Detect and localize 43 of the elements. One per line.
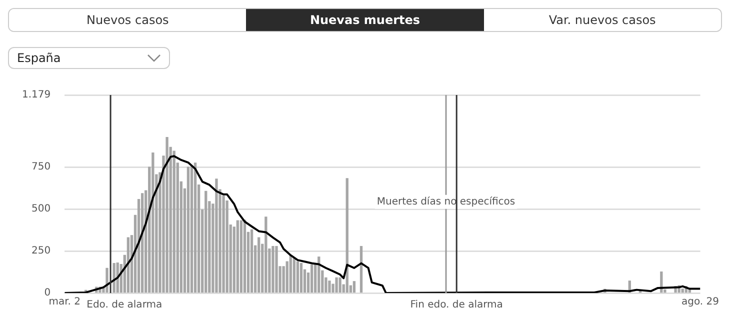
bar bbox=[172, 150, 176, 293]
bar bbox=[166, 136, 168, 293]
x-tick-label: ago. 29 bbox=[682, 296, 719, 308]
text: España bbox=[17, 51, 61, 65]
bar bbox=[335, 277, 338, 293]
bar bbox=[186, 166, 190, 293]
bar bbox=[289, 256, 292, 293]
y-tick-label: 1.179 bbox=[22, 90, 51, 101]
x-tick-label: mar. 2 bbox=[48, 296, 81, 308]
bar bbox=[112, 262, 116, 293]
bar bbox=[106, 268, 108, 293]
bar bbox=[194, 162, 197, 293]
text: Var. nuevos casos bbox=[484, 9, 721, 31]
text: Nuevos casos bbox=[9, 9, 246, 31]
bar bbox=[310, 264, 314, 293]
bar bbox=[328, 280, 331, 293]
text: Nuevas muertes bbox=[246, 9, 484, 31]
y-tick-label: 0 bbox=[44, 288, 51, 299]
bar bbox=[264, 216, 268, 293]
bar bbox=[352, 281, 356, 293]
bar bbox=[243, 220, 246, 293]
bar bbox=[190, 166, 194, 293]
bar bbox=[272, 246, 274, 293]
bar bbox=[236, 220, 239, 293]
bar bbox=[215, 178, 218, 293]
y-tick-label: 750 bbox=[32, 162, 51, 173]
bar bbox=[204, 190, 208, 293]
y-tick-label: 250 bbox=[32, 246, 51, 257]
bar bbox=[275, 246, 278, 293]
bar bbox=[240, 220, 243, 293]
bar bbox=[346, 178, 348, 293]
ref-line-label: Muertes días no específicos bbox=[376, 196, 516, 208]
bar bbox=[250, 229, 254, 293]
bar bbox=[681, 288, 684, 293]
bar bbox=[296, 261, 300, 293]
ref-line-label: Edo. de alarma bbox=[86, 300, 162, 311]
bar bbox=[292, 258, 296, 293]
ref-line-label: Fin edo. de alarma bbox=[410, 300, 503, 311]
bar bbox=[258, 237, 260, 293]
y-tick-label: 500 bbox=[32, 204, 51, 215]
bar bbox=[152, 152, 154, 293]
bar bbox=[338, 277, 342, 293]
bar bbox=[300, 262, 303, 293]
